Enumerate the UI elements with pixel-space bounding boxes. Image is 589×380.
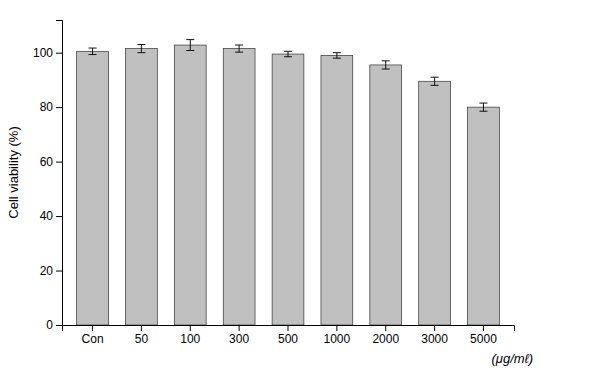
x-tick-mark: [336, 325, 337, 331]
x-tick-label: 1000: [324, 332, 351, 346]
x-tick: Con: [82, 325, 104, 346]
marks: [77, 40, 500, 325]
x-tick-label: 2000: [372, 332, 399, 346]
x-tick: 300: [229, 325, 249, 346]
x-tick: 3000: [421, 325, 448, 346]
y-tick-label: 60: [40, 155, 54, 169]
y-axis-title: Cell viability (%): [6, 126, 21, 218]
bar: [370, 65, 402, 325]
error-bar: [137, 45, 145, 53]
bar: [272, 54, 304, 325]
x-tick-mark: [239, 325, 240, 331]
y-tick: 80: [40, 100, 62, 114]
error-bar: [479, 103, 487, 111]
error-bar: [284, 51, 292, 56]
y-axis: 0 20 40 60 80 100: [33, 21, 63, 333]
error-bar: [333, 53, 341, 58]
bar: [223, 49, 255, 325]
x-tick: 5000: [470, 325, 497, 346]
y-tick-mark: [56, 325, 62, 326]
x-tick-label: 300: [229, 332, 249, 346]
y-tick-mark: [56, 216, 62, 217]
x-tick-label: 50: [135, 332, 149, 346]
x-tick-mark: [385, 325, 386, 331]
x-tick-label: 3000: [421, 332, 448, 346]
x-tick-mark: [92, 325, 93, 331]
y-tick: 60: [40, 155, 62, 169]
error-bar: [235, 45, 243, 52]
bar: [321, 55, 353, 325]
x-tick-mark: [434, 325, 435, 331]
x-tick-mark: [190, 325, 191, 331]
y-tick: 100: [33, 46, 62, 60]
x-tick: 2000: [372, 325, 399, 346]
y-tick-label: 40: [40, 209, 54, 223]
chart: 0 20 40 60 80 100 Con 50 100 300 500 1000 2000 3000 50…: [0, 0, 589, 380]
x-axis: Con 50 100 300 500 1000 2000 3000 5000: [63, 325, 515, 346]
x-tick: 500: [278, 325, 298, 346]
bar: [126, 49, 158, 325]
y-tick: 0: [46, 318, 62, 332]
y-tick-label: 100: [33, 46, 53, 60]
y-axis-line: [56, 21, 63, 326]
x-tick-label: Con: [82, 332, 104, 346]
bar: [419, 81, 451, 325]
y-tick-mark: [56, 53, 62, 54]
error-bar: [431, 77, 439, 85]
plot: 0 20 40 60 80 100 Con 50 100 300 500 1000 2000 3000 50…: [6, 21, 533, 366]
bar: [77, 51, 109, 325]
x-tick-label: 100: [180, 332, 200, 346]
y-tick: 40: [40, 209, 62, 223]
y-tick: 20: [40, 264, 62, 278]
y-tick-label: 0: [46, 318, 53, 332]
x-tick-label: 5000: [470, 332, 497, 346]
bar: [174, 45, 206, 325]
y-tick-label: 20: [40, 264, 54, 278]
annotation: (μg/mℓ): [491, 351, 533, 366]
y-tick-mark: [56, 107, 62, 108]
x-tick: 100: [180, 325, 200, 346]
y-tick-mark: [56, 271, 62, 272]
y-tick-label: 80: [40, 100, 54, 114]
x-tick: 1000: [324, 325, 351, 346]
x-axis-line: [63, 326, 515, 332]
x-tick-label: 500: [278, 332, 298, 346]
x-tick-mark: [141, 325, 142, 331]
error-bar: [186, 40, 194, 51]
error-bar: [382, 61, 390, 69]
x-tick: 50: [135, 325, 149, 346]
error-bar: [89, 48, 97, 55]
x-tick-mark: [288, 325, 289, 331]
bar: [468, 107, 500, 325]
y-tick-mark: [56, 162, 62, 163]
x-tick-mark: [483, 325, 484, 331]
